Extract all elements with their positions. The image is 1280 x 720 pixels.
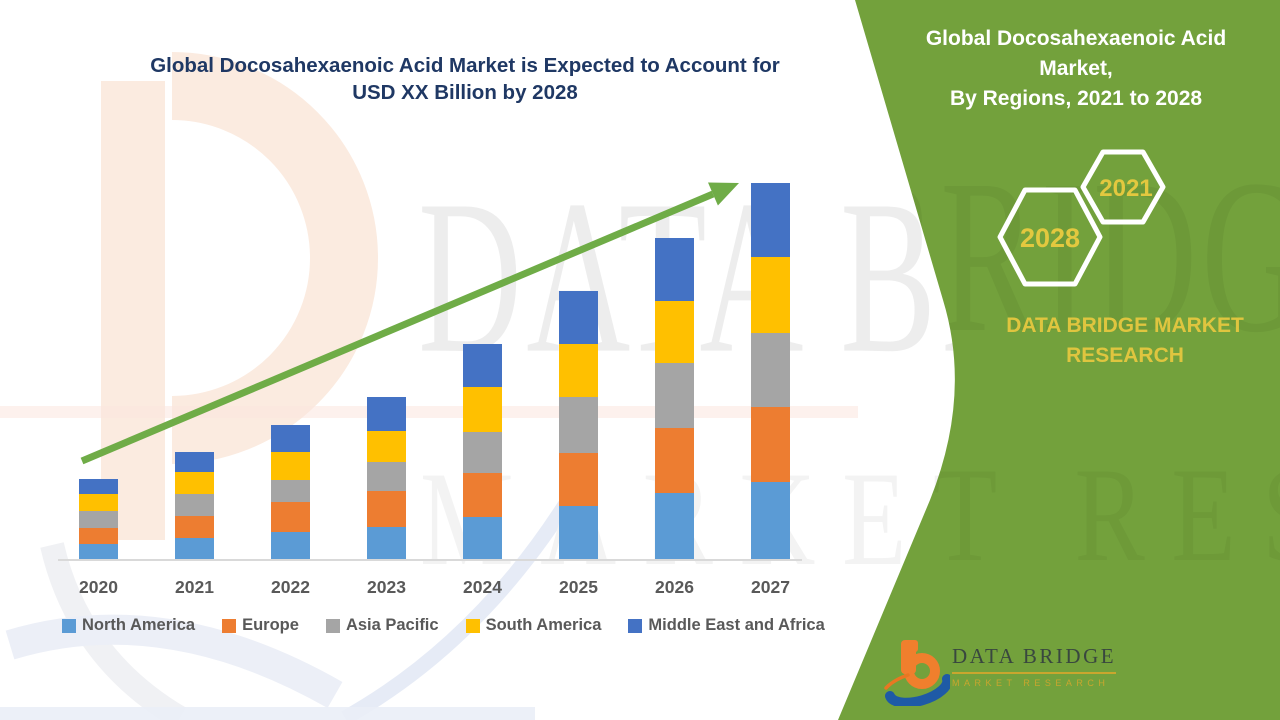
green-panel-shape [838, 0, 1280, 720]
bar-segment-2024-middle-east-and-africa [463, 344, 502, 387]
stacked-bar-plot [79, 183, 790, 559]
bar-segment-2020-asia-pacific [79, 511, 118, 528]
panel-heading: Global Docosahexaenoic Acid Market, By R… [880, 24, 1272, 114]
bar-segment-2021-europe [175, 516, 214, 538]
x-axis-label-2026: 2026 [655, 577, 694, 597]
watermark-blue-swoosh [5, 614, 343, 709]
legend-label: Asia Pacific [345, 616, 439, 634]
bar-segment-2027-north-america [751, 482, 790, 559]
bar-segment-2027-south-america [751, 257, 790, 333]
data-bridge-logo-mark-icon [884, 640, 950, 706]
bar-segment-2023-europe [367, 491, 406, 527]
bar-segment-2020-north-america [79, 544, 118, 559]
hexagon-2021 [1080, 149, 1166, 225]
panel-brand-text: DATA BRIDGE MARKET RESEARCH [955, 311, 1280, 371]
bar-segment-2025-europe [559, 453, 598, 506]
x-axis-line [58, 559, 802, 561]
legend-swatch-icon [325, 618, 340, 633]
bar-segment-2023-south-america [367, 431, 406, 462]
hexagon-2028-label: 2028 [1020, 223, 1080, 253]
bar-segment-2022-asia-pacific [271, 480, 310, 502]
bar-segment-2027-middle-east-and-africa [751, 183, 790, 257]
chart-legend: North America Europe Asia Pacific South Ame… [62, 616, 825, 635]
bar-segment-2025-south-america [559, 344, 598, 397]
bar-segment-2023-asia-pacific [367, 462, 406, 491]
data-bridge-logo-text: DATA BRIDGE MARKET RESEARCH [952, 644, 1117, 688]
watermark-b-stem [101, 81, 165, 540]
legend-swatch-icon [62, 618, 76, 633]
x-axis-label-2023: 2023 [367, 577, 406, 597]
watermark-bottom-band [0, 707, 535, 720]
legend-swatch-icon [222, 618, 237, 633]
chart-title-line2: USD XX Billion by 2028 [352, 81, 578, 104]
bar-segment-2023-north-america [367, 527, 406, 559]
bar-segment-2025-asia-pacific [559, 397, 598, 453]
legend-item-asia-pacific: Asia Pacific [325, 616, 439, 635]
bar-segment-2021-middle-east-and-africa [175, 452, 214, 472]
bar-segment-2021-north-america [175, 538, 214, 559]
bar-segment-2026-north-america [655, 493, 694, 559]
ghost-watermark-green-bottom: MARKET RESEARCH [420, 441, 1280, 590]
bar-segment-2022-europe [271, 502, 310, 532]
legend-label: Middle East and Africa [648, 616, 825, 634]
watermark-blue-wisp [341, 500, 572, 720]
data-bridge-logo: DATA BRIDGE MARKET RESEARCH [884, 636, 1117, 706]
legend-label: Europe [242, 616, 299, 634]
legend-item-europe: Europe [222, 616, 299, 635]
bar-segment-2026-asia-pacific [655, 363, 694, 428]
panel-heading-line1: Global Docosahexaenoic Acid [925, 27, 1227, 50]
x-axis-label-2020: 2020 [79, 577, 118, 597]
bar-segment-2020-europe [79, 528, 118, 544]
panel-heading-line2: Market, [1039, 57, 1113, 80]
bar-segment-2025-north-america [559, 506, 598, 559]
legend-label: North America [82, 616, 196, 634]
bar-segment-2024-europe [463, 473, 502, 517]
legend-label: South America [485, 616, 602, 634]
logo-text-main: DATA BRIDGE [952, 644, 1117, 674]
bar-segment-2026-south-america [655, 301, 694, 363]
bar-segment-2022-north-america [271, 532, 310, 559]
bar-segment-2022-south-america [271, 452, 310, 480]
bar-segment-2026-middle-east-and-africa [655, 238, 694, 301]
panel-heading-line3: By Regions, 2021 to 2028 [949, 87, 1203, 110]
x-axis-label-2025: 2025 [559, 577, 598, 597]
x-axis-label-2024: 2024 [463, 577, 502, 597]
bar-segment-2021-south-america [175, 472, 214, 494]
bar-segment-2020-middle-east-and-africa [79, 479, 118, 494]
hexagon-2028 [997, 187, 1103, 287]
panel-brand-line1: DATA BRIDGE MARKET [1006, 314, 1244, 337]
watermark-pink-band [0, 406, 858, 418]
hexagon-2021-label: 2021 [1099, 175, 1152, 202]
bar-segment-2026-europe [655, 428, 694, 493]
bar-segment-2025-middle-east-and-africa [559, 291, 598, 344]
x-axis-label-2021: 2021 [175, 577, 214, 597]
bar-segment-2024-asia-pacific [463, 432, 502, 473]
bar-segment-2024-north-america [463, 517, 502, 559]
legend-swatch-icon [628, 618, 643, 633]
legend-item-north-america: North America [62, 616, 195, 635]
bar-segment-2021-asia-pacific [175, 494, 214, 516]
trend-arrow-head [708, 182, 739, 206]
bar-segment-2023-middle-east-and-africa [367, 397, 406, 431]
trend-arrow-shaft [80, 190, 715, 465]
bar-segment-2027-europe [751, 407, 790, 482]
bar-segment-2027-asia-pacific [751, 333, 790, 407]
legend-item-south-america: South America [465, 616, 602, 635]
panel-brand-line2: RESEARCH [1066, 344, 1184, 367]
bar-segment-2024-south-america [463, 387, 502, 432]
legend-item-middle-east-and-africa: Middle East and Africa [628, 616, 825, 635]
x-axis-label-2022: 2022 [271, 577, 310, 597]
bar-segment-2020-south-america [79, 494, 118, 511]
chart-title-line1: Global Docosahexaenoic Acid Market is Ex… [150, 54, 780, 77]
x-axis-label-2027: 2027 [751, 577, 790, 597]
logo-text-sub: MARKET RESEARCH [952, 678, 1110, 688]
legend-swatch-icon [465, 618, 480, 633]
chart-title: Global Docosahexaenoic Acid Market is Ex… [80, 52, 850, 106]
bar-segment-2022-middle-east-and-africa [271, 425, 310, 452]
